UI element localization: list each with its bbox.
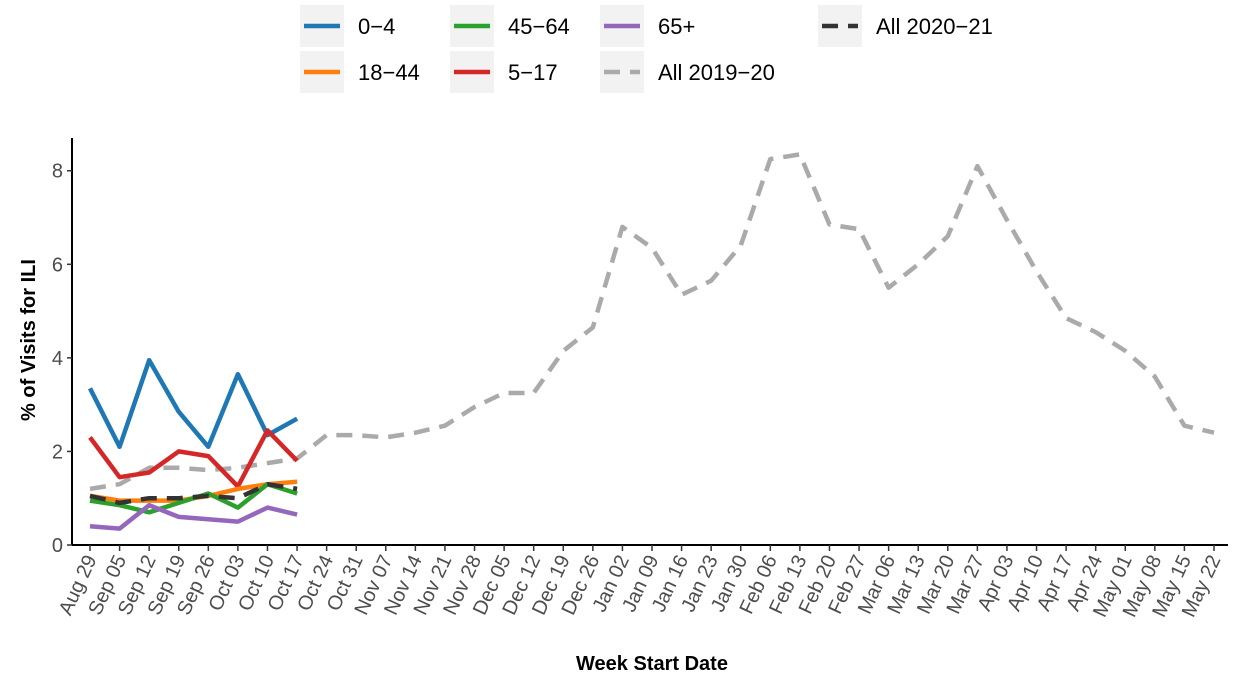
y-ticks: 0 2 4 6 8	[52, 161, 72, 557]
legend-item-all-2019-20: All 2019−20	[600, 51, 775, 93]
series-line-all-2019-20	[89, 152, 1215, 492]
legend-label: All 2019−20	[658, 60, 775, 85]
y-axis-title: % of Visits for ILI	[18, 259, 40, 421]
legend-label: 5−17	[508, 60, 558, 85]
legend-item-all-2020-21: All 2020−21	[818, 5, 993, 47]
legend-item-65: 65+	[600, 5, 695, 47]
y-tick-label: 4	[52, 348, 63, 370]
y-tick-label: 0	[52, 535, 63, 557]
y-tick-label: 8	[52, 161, 63, 183]
series-line-0-4	[87, 357, 299, 450]
series-line-all-2020-21	[89, 481, 298, 506]
legend-label: 65+	[658, 14, 695, 39]
y-tick-label: 6	[52, 254, 63, 276]
legend-item-5-17: 5−17	[450, 51, 558, 93]
x-axis-title: Week Start Date	[576, 653, 728, 675]
legend-label: 45−64	[508, 14, 570, 39]
y-tick-label: 2	[52, 441, 63, 463]
legend-item-18-44: 18−44	[300, 51, 420, 93]
legend-label: All 2020−21	[876, 14, 993, 39]
series-line-65	[89, 502, 298, 531]
legend-item-0-4: 0−4	[300, 5, 395, 47]
series-line-5-17	[88, 428, 299, 489]
legend-label: 18−44	[358, 60, 420, 85]
series-layer	[87, 152, 1215, 531]
legend-item-45-64: 45−64	[450, 5, 570, 47]
legend-label: 0−4	[358, 14, 395, 39]
legend: 0−4 18−44 45−64 5−17 65+ All 2019−20 All 2020−…	[300, 5, 993, 93]
